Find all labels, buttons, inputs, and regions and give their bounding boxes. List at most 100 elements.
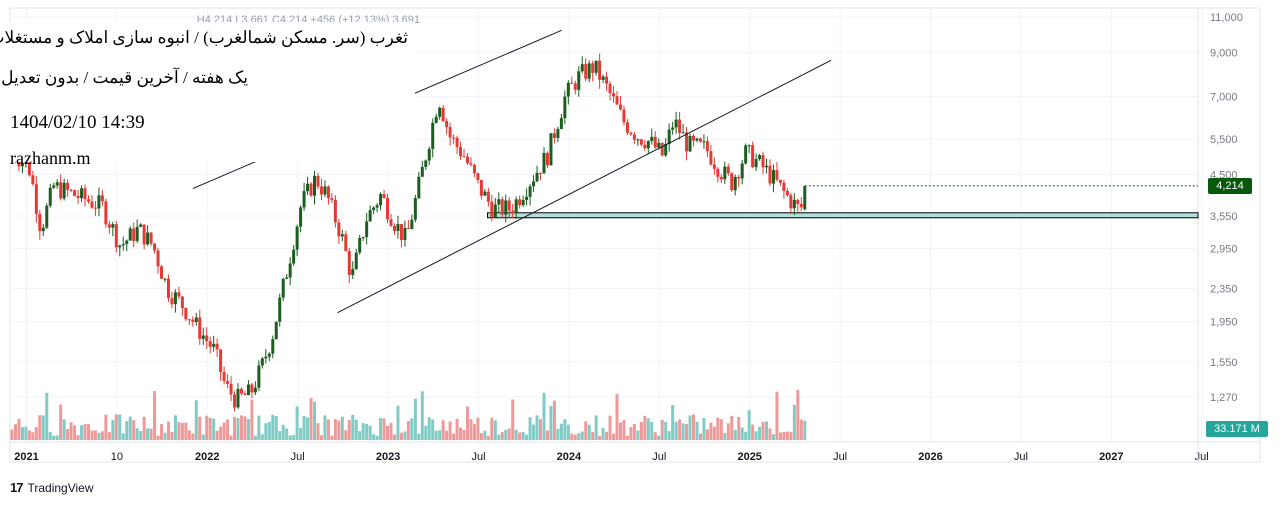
volume-bar: [493, 420, 497, 440]
candle-body: [657, 142, 661, 148]
candle-body: [180, 296, 184, 308]
candle-body: [761, 155, 765, 168]
candle-body: [340, 234, 344, 237]
volume-bar: [372, 434, 376, 440]
volume-bar: [208, 417, 212, 440]
volume-bar: [114, 414, 118, 440]
candle-body: [24, 162, 28, 164]
volume-bar: [695, 421, 699, 440]
tradingview-logo[interactable]: 17 TradingView: [10, 480, 94, 495]
volume-bar: [678, 419, 682, 440]
candle-body: [768, 165, 772, 184]
volume-bar: [66, 429, 70, 440]
y-tick-label: 1,550: [1210, 357, 1238, 369]
candle-body: [198, 317, 202, 339]
volume-bar: [441, 420, 445, 440]
y-tick-label: 2,950: [1210, 244, 1238, 256]
candle-body: [344, 234, 348, 251]
volume-bar: [511, 399, 515, 440]
candle-body: [486, 191, 490, 202]
candle-body: [472, 164, 476, 174]
volume-bar: [778, 432, 782, 440]
candle-body: [615, 96, 619, 105]
candle-body: [313, 175, 317, 196]
volume-bar: [278, 431, 282, 440]
candle-body: [518, 199, 522, 206]
volume-bar: [625, 435, 629, 440]
volume-bar: [83, 424, 87, 440]
volume-bar: [177, 422, 181, 440]
candle-body: [726, 166, 730, 174]
candle-body: [598, 60, 602, 80]
volume-bar: [326, 419, 330, 440]
candle-body: [758, 155, 762, 160]
volume-bar: [215, 430, 219, 440]
candle-body: [646, 141, 650, 149]
volume-bar: [302, 416, 306, 440]
volume-bar: [80, 425, 84, 440]
volume-bar: [639, 421, 643, 440]
candle-body: [187, 319, 191, 321]
candle-body: [803, 185, 807, 210]
candle-body: [594, 60, 598, 73]
candle-body: [681, 132, 685, 134]
volume-bar: [191, 433, 195, 440]
volume-bar: [754, 431, 758, 440]
candle-body: [90, 201, 94, 208]
candle-body: [493, 204, 497, 218]
candle-body: [132, 228, 136, 241]
volume-bar: [90, 430, 94, 440]
volume-bar: [24, 426, 28, 440]
candle-body: [107, 224, 111, 228]
volume-bar: [751, 424, 755, 440]
volume-bar: [549, 406, 553, 440]
candle-body: [170, 298, 174, 305]
candle-body: [20, 163, 24, 167]
y-tick-label: 9,000: [1210, 47, 1238, 59]
candle-body: [445, 121, 449, 128]
candle-body: [292, 249, 296, 264]
volume-bar: [392, 434, 396, 440]
candle-body: [31, 175, 35, 185]
candle-body: [622, 109, 626, 123]
candle-body: [59, 182, 63, 199]
volume-bar: [76, 434, 80, 440]
candle-body: [274, 321, 278, 340]
volume-bar: [632, 423, 636, 440]
candle-body: [625, 122, 629, 133]
candle-body: [316, 175, 320, 187]
chart-frame: [9, 7, 1261, 463]
volume-bar: [396, 405, 400, 440]
candle-body: [250, 384, 254, 393]
candle-body: [52, 185, 56, 188]
candle-body: [462, 156, 466, 158]
candle-body: [775, 170, 779, 180]
volume-bar: [465, 406, 469, 440]
chart-info-panel: [0, 22, 415, 162]
volume-bar: [229, 435, 233, 440]
volume-bar: [351, 414, 355, 440]
volume-bar: [295, 406, 299, 440]
candle-body: [737, 176, 741, 179]
candle-body: [664, 143, 668, 156]
candle-body: [671, 127, 675, 130]
candle-body: [549, 133, 553, 166]
volume-bar: [62, 419, 66, 440]
volume-bar: [799, 419, 803, 440]
candle-body: [278, 297, 282, 322]
volume-bar: [198, 416, 202, 440]
candle-body: [93, 207, 97, 209]
volume-bar: [330, 435, 334, 440]
candle-body: [417, 176, 421, 199]
candle-body: [361, 237, 365, 239]
volume-bar: [41, 415, 45, 440]
volume-bar: [758, 426, 762, 440]
candle-body: [229, 383, 233, 395]
volume-bar: [10, 429, 14, 440]
volume-bar: [566, 424, 570, 440]
last-price-badge: 4,214: [1208, 178, 1252, 194]
candle-body: [146, 232, 150, 245]
volume-bar: [594, 415, 598, 440]
candle-body: [114, 224, 118, 248]
candle-body: [38, 213, 42, 232]
